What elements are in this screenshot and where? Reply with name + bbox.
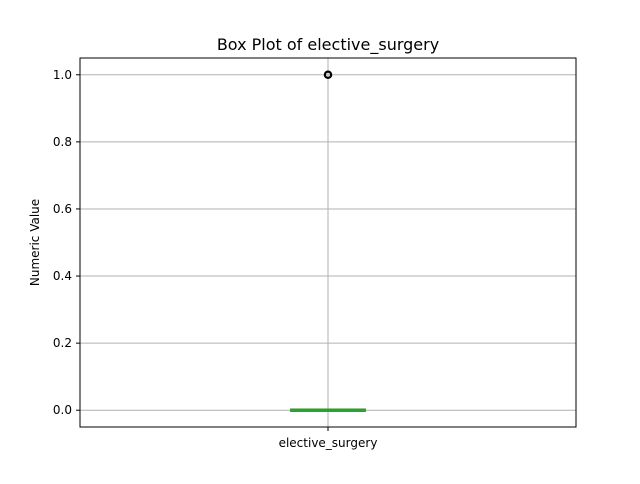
y-axis-label: Numeric Value: [28, 199, 42, 286]
chart-title: Box Plot of elective_surgery: [217, 35, 439, 55]
plot-frame: [79, 57, 577, 428]
y-axis-ticks: 0.0 0.2 0.4 0.6 0.8 1.0: [53, 68, 80, 417]
y-tick-label: 0.2: [53, 336, 72, 350]
x-tick-label: elective_surgery: [279, 436, 378, 450]
y-tick-label: 0.6: [53, 202, 72, 216]
y-tick-label: 1.0: [53, 68, 72, 82]
y-tick-label: 0.8: [53, 135, 72, 149]
plot-layer: [290, 70, 366, 412]
y-tick-label: 0.0: [53, 403, 72, 417]
outlier-point: [323, 70, 333, 80]
grid-layer: [80, 58, 576, 427]
y-tick-label: 0.4: [53, 269, 72, 283]
x-axis-ticks: elective_surgery: [279, 427, 378, 450]
outlier-point-overlap: [325, 71, 331, 78]
